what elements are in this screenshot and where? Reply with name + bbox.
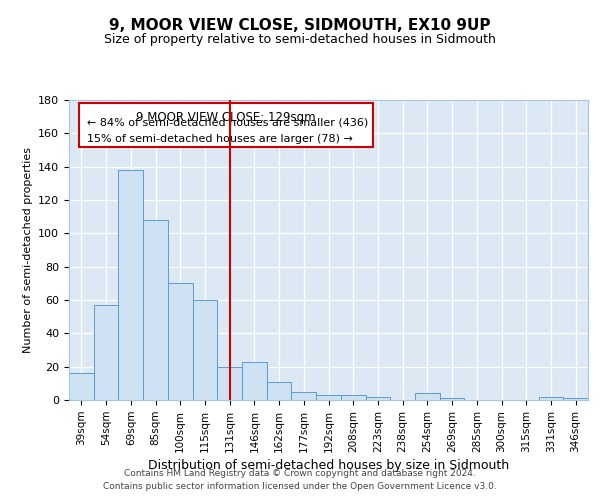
Bar: [242, 362, 267, 400]
Bar: [94, 305, 118, 400]
Text: 9 MOOR VIEW CLOSE: 129sqm: 9 MOOR VIEW CLOSE: 129sqm: [136, 110, 316, 124]
FancyBboxPatch shape: [79, 103, 373, 146]
Bar: [440, 398, 464, 400]
Bar: [118, 170, 143, 400]
Bar: [316, 395, 341, 400]
Bar: [365, 396, 390, 400]
Bar: [415, 394, 440, 400]
Bar: [217, 366, 242, 400]
Bar: [143, 220, 168, 400]
Bar: [292, 392, 316, 400]
Text: Size of property relative to semi-detached houses in Sidmouth: Size of property relative to semi-detach…: [104, 32, 496, 46]
X-axis label: Distribution of semi-detached houses by size in Sidmouth: Distribution of semi-detached houses by …: [148, 459, 509, 472]
Text: 15% of semi-detached houses are larger (78) →: 15% of semi-detached houses are larger (…: [87, 134, 353, 143]
Text: ← 84% of semi-detached houses are smaller (436): ← 84% of semi-detached houses are smalle…: [87, 118, 368, 128]
Text: Contains public sector information licensed under the Open Government Licence v3: Contains public sector information licen…: [103, 482, 497, 491]
Bar: [69, 374, 94, 400]
Bar: [267, 382, 292, 400]
Bar: [193, 300, 217, 400]
Y-axis label: Number of semi-detached properties: Number of semi-detached properties: [23, 147, 32, 353]
Text: Contains HM Land Registry data © Crown copyright and database right 2024.: Contains HM Land Registry data © Crown c…: [124, 468, 476, 477]
Bar: [341, 395, 365, 400]
Bar: [539, 396, 563, 400]
Bar: [168, 284, 193, 400]
Text: 9, MOOR VIEW CLOSE, SIDMOUTH, EX10 9UP: 9, MOOR VIEW CLOSE, SIDMOUTH, EX10 9UP: [109, 18, 491, 32]
Bar: [563, 398, 588, 400]
